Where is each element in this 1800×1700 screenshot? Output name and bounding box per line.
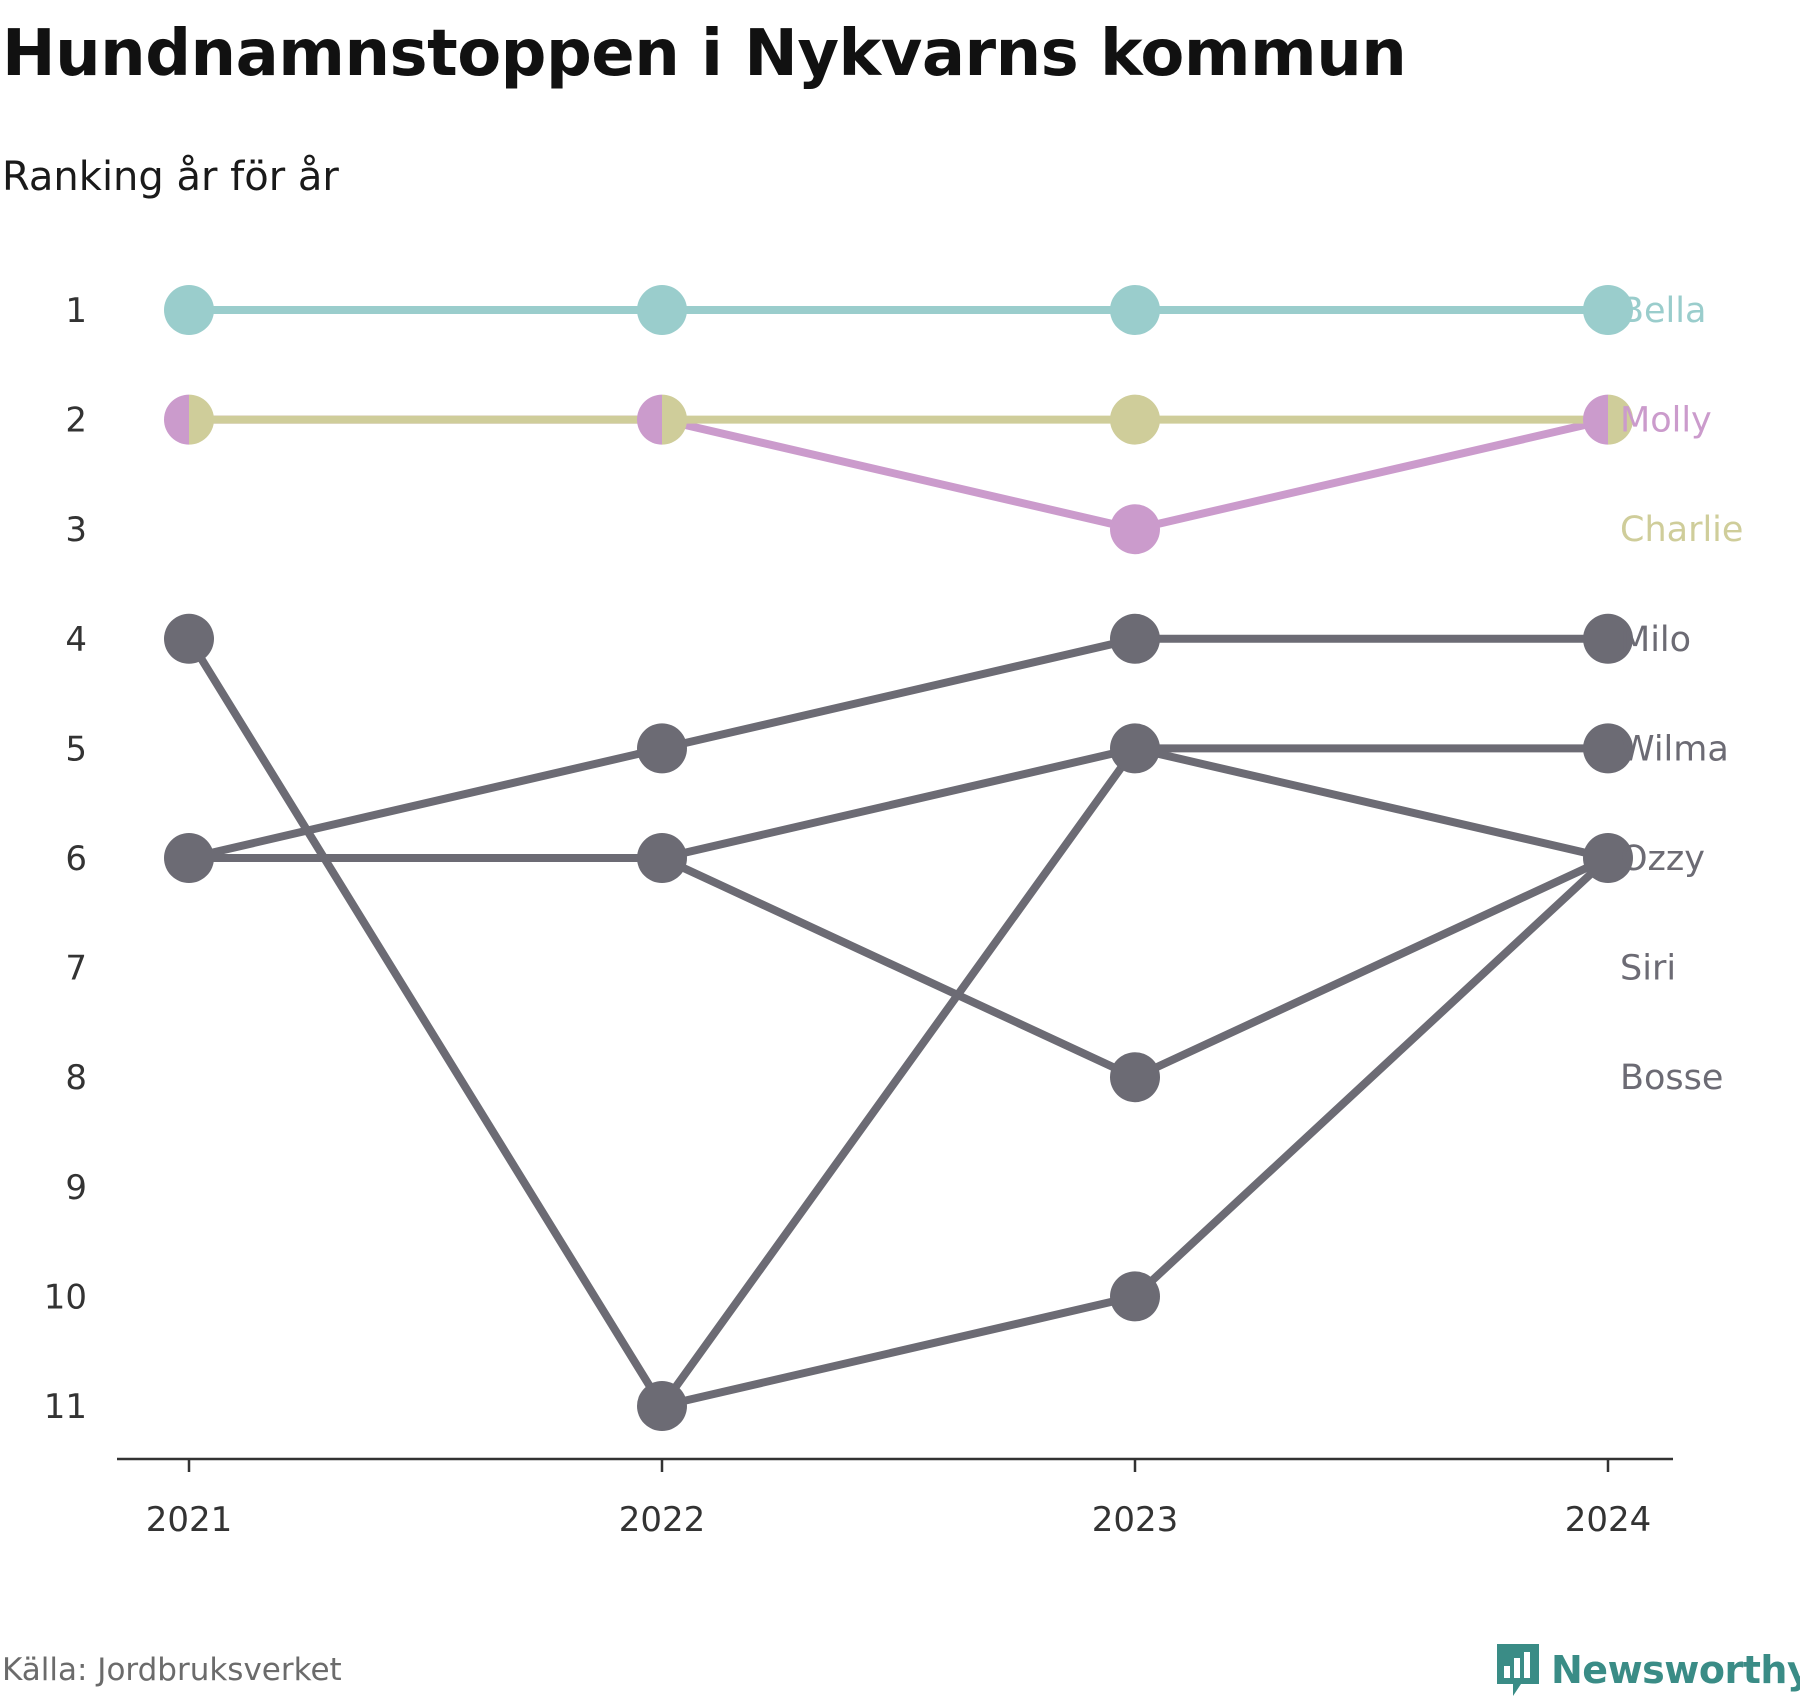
data-point-wilma bbox=[1583, 723, 1633, 774]
x-tick-label: 2022 bbox=[619, 1500, 706, 1540]
y-tick-label: 7 bbox=[65, 949, 87, 989]
data-point-molly bbox=[637, 394, 662, 445]
data-point-bella bbox=[637, 285, 687, 335]
y-tick-label: 1 bbox=[65, 291, 87, 331]
series-line-ozzy bbox=[185, 634, 1612, 1410]
data-point-milo bbox=[164, 833, 214, 883]
y-tick-label: 4 bbox=[65, 620, 87, 660]
end-label-charlie: Charlie bbox=[1620, 510, 1743, 550]
series-line-molly bbox=[185, 415, 1612, 534]
data-point-charlie bbox=[662, 394, 687, 445]
data-point-charlie bbox=[1110, 394, 1160, 445]
data-point-charlie bbox=[189, 394, 214, 445]
bar-chart-bubble-icon bbox=[1497, 1644, 1539, 1696]
series-points bbox=[164, 285, 1633, 1431]
series-line-bosse bbox=[658, 854, 1612, 1410]
data-point-siri bbox=[1110, 1052, 1160, 1103]
y-tick-label: 5 bbox=[65, 729, 87, 769]
chart-subtitle: Ranking år för år bbox=[2, 154, 339, 200]
data-point-milo bbox=[637, 723, 687, 774]
y-tick-label: 11 bbox=[44, 1387, 87, 1427]
x-axis: 2021 2022 2023 2024 bbox=[117, 1457, 1673, 1540]
data-point-molly bbox=[1583, 394, 1608, 445]
end-label-siri: Siri bbox=[1620, 949, 1676, 989]
data-point-bosse bbox=[1110, 1271, 1160, 1322]
y-axis-ticks: 1 2 3 4 5 6 7 8 9 10 11 bbox=[44, 291, 87, 1427]
data-point-charlie bbox=[1608, 394, 1633, 445]
end-label-ozzy: Ozzy bbox=[1620, 839, 1705, 879]
x-tick-label: 2021 bbox=[146, 1500, 233, 1540]
y-tick-label: 6 bbox=[65, 839, 87, 879]
y-tick-label: 8 bbox=[65, 1058, 87, 1098]
data-point-ozzy bbox=[1583, 833, 1633, 883]
data-point-ozzy bbox=[164, 613, 214, 664]
series-end-labels: Bella Molly Charlie Milo Wilma Ozzy Siri Bosse bbox=[1620, 291, 1743, 1098]
data-point-bella bbox=[1583, 285, 1633, 335]
data-point-molly bbox=[1110, 504, 1160, 555]
y-tick-label: 10 bbox=[44, 1277, 87, 1317]
data-point-bella bbox=[1110, 285, 1160, 335]
y-tick-label: 9 bbox=[65, 1168, 87, 1208]
end-label-bosse: Bosse bbox=[1620, 1058, 1723, 1098]
series-line-siri bbox=[658, 854, 1612, 1082]
brand-name: Newsworthy bbox=[1551, 1648, 1800, 1692]
data-point-wilma bbox=[637, 833, 687, 883]
end-label-molly: Molly bbox=[1620, 401, 1712, 441]
series-line-wilma bbox=[185, 744, 1612, 862]
data-point-wilma bbox=[1110, 723, 1160, 774]
data-point-ozzy bbox=[637, 1381, 687, 1431]
y-tick-label: 2 bbox=[65, 401, 87, 441]
end-label-wilma: Wilma bbox=[1620, 729, 1729, 769]
data-point-bella bbox=[164, 285, 214, 335]
data-point-milo bbox=[1110, 613, 1160, 664]
x-tick-label: 2023 bbox=[1092, 1500, 1179, 1540]
series-line-milo bbox=[185, 634, 1612, 862]
x-tick-label: 2024 bbox=[1565, 1500, 1652, 1540]
newsworthy-logo[interactable]: Newsworthy bbox=[1493, 1642, 1800, 1698]
y-tick-label: 3 bbox=[65, 510, 87, 550]
chart-title: Hundnamnstoppen i Nykvarns kommun bbox=[2, 17, 1407, 91]
data-point-molly bbox=[164, 394, 189, 445]
end-label-bella: Bella bbox=[1620, 291, 1706, 331]
data-point-milo bbox=[1583, 613, 1633, 664]
end-label-milo: Milo bbox=[1620, 620, 1691, 660]
series-lines bbox=[185, 306, 1612, 1410]
source-note: Källa: Jordbruksverket bbox=[2, 1652, 342, 1688]
